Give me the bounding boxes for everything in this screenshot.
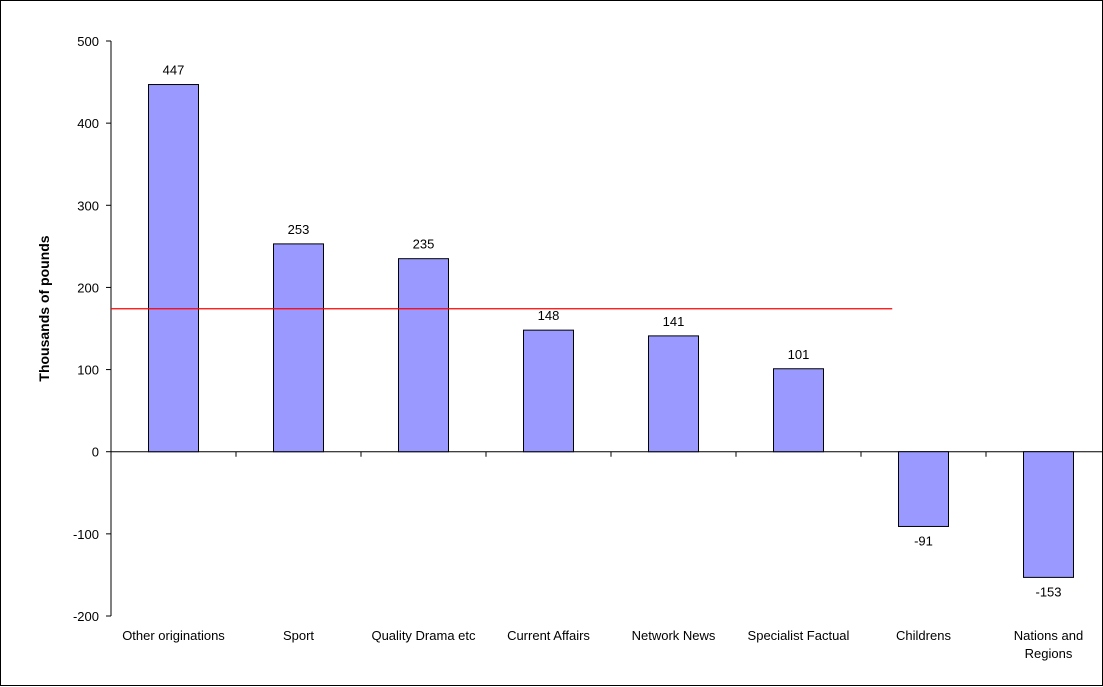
data-label: 101 bbox=[788, 347, 810, 362]
bar bbox=[1023, 451, 1074, 578]
category-label: Nations and bbox=[1014, 628, 1083, 643]
y-tick-label: 500 bbox=[77, 34, 99, 49]
data-label: 235 bbox=[413, 237, 435, 252]
data-label: 148 bbox=[538, 308, 560, 323]
data-label: 253 bbox=[288, 222, 310, 237]
y-tick-label: -200 bbox=[73, 609, 99, 624]
bar bbox=[273, 243, 324, 453]
category-label: Current Affairs bbox=[507, 628, 590, 643]
category-label: Quality Drama etc bbox=[371, 628, 476, 643]
data-label: 447 bbox=[163, 63, 185, 78]
bar bbox=[898, 451, 949, 527]
y-tick-label: 300 bbox=[77, 198, 99, 213]
y-axis: -200 -100 0 100 200 300 400 500 bbox=[73, 34, 112, 624]
category-label: Specialist Factual bbox=[748, 628, 850, 643]
bar bbox=[648, 335, 699, 453]
y-axis-label: Thousands of pounds bbox=[36, 235, 52, 381]
category-label: Childrens bbox=[896, 628, 951, 643]
data-label: -153 bbox=[1035, 584, 1061, 599]
data-label: -91 bbox=[914, 533, 933, 548]
bar bbox=[523, 329, 574, 453]
data-label: 141 bbox=[663, 314, 685, 329]
category-label: Sport bbox=[283, 628, 314, 643]
y-tick-label: 400 bbox=[77, 116, 99, 131]
bar bbox=[398, 258, 449, 453]
category-label: Network News bbox=[632, 628, 716, 643]
y-tick-label: -100 bbox=[73, 527, 99, 542]
bar bbox=[773, 368, 824, 453]
y-tick-label: 0 bbox=[92, 445, 99, 460]
x-axis: Other originations Sport Quality Drama etc… bbox=[110, 451, 1103, 661]
bars: 447 253 235 148 141 101 -91 -153 bbox=[148, 63, 1074, 599]
bar bbox=[148, 84, 199, 453]
y-tick-label: 100 bbox=[77, 363, 99, 378]
category-label: Other originations bbox=[122, 628, 225, 643]
category-label: Regions bbox=[1025, 646, 1073, 661]
y-tick-label: 200 bbox=[77, 280, 99, 295]
